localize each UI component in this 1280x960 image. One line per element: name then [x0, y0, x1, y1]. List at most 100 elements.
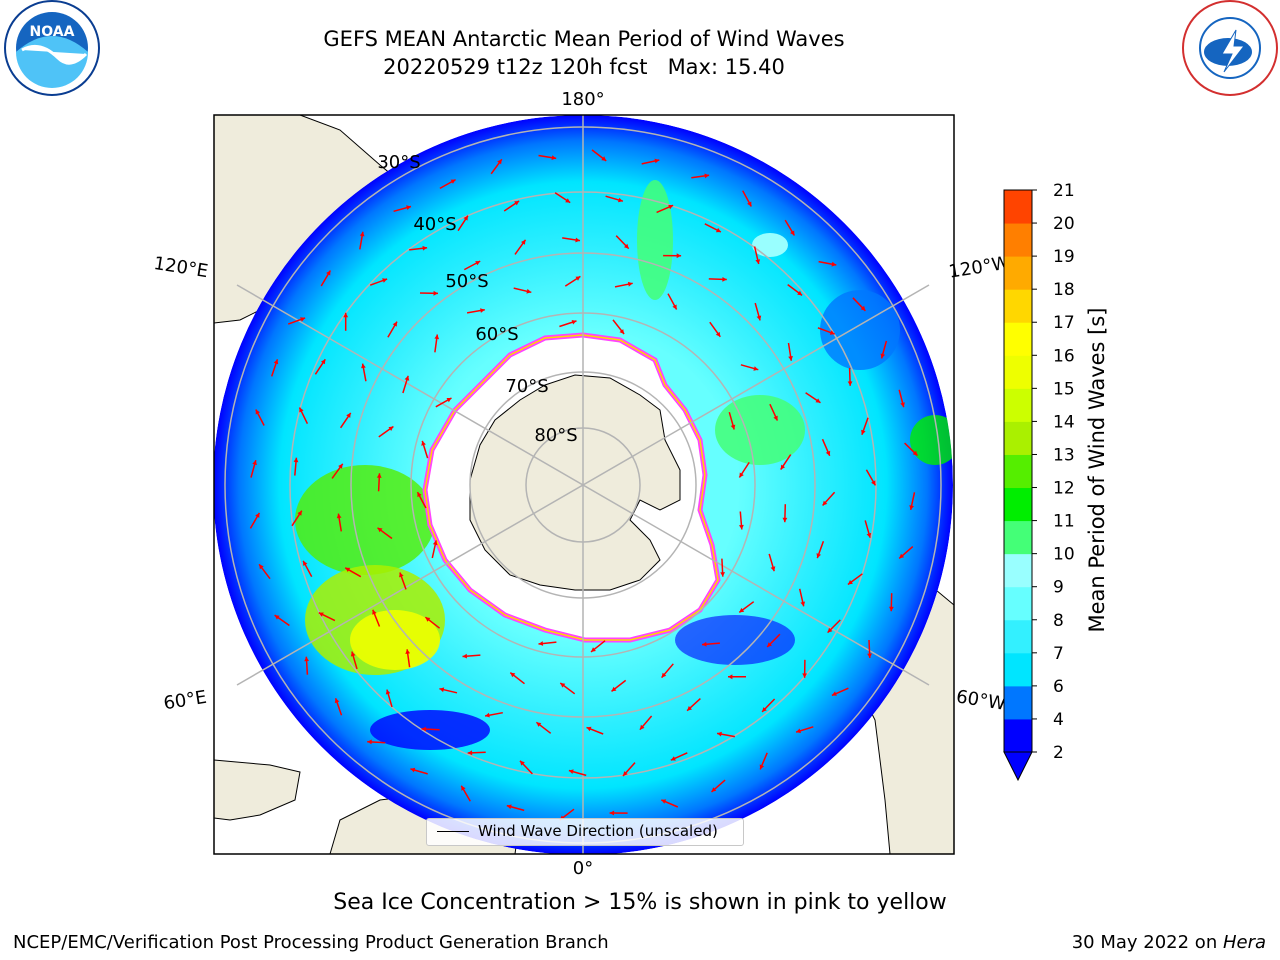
colorbar-tick-label: 14 [1053, 412, 1075, 432]
wave-direction-arrow-head [514, 201, 520, 206]
noaa-logo: NOAA [4, 0, 100, 96]
legend-label: Wind Wave Direction (unscaled) [478, 822, 718, 840]
lat-label-80s: 80°S [534, 425, 577, 446]
wave-direction-arrow-head [252, 460, 257, 466]
nws-logo [1182, 0, 1278, 96]
wave-direction-arrow-head [274, 615, 280, 620]
wave-direction-arrow-head [506, 804, 512, 810]
wave-direction-arrow-head [704, 173, 710, 179]
wave-direction-arrow-head [399, 572, 404, 578]
colorbar-tick-label: 4 [1053, 710, 1064, 730]
footer-producer: NCEP/EMC/Verification Post Processing Pr… [13, 932, 609, 953]
map-frame [213, 114, 955, 855]
wave-direction-arrow-head [575, 237, 580, 243]
wave-direction-arrow-head [425, 617, 431, 622]
wave-direction-arrow-head [796, 728, 801, 734]
wave-direction-arrow-head [343, 312, 349, 318]
wave-direction-arrow-head [433, 290, 438, 296]
wave-direction-arrow-head [822, 500, 828, 506]
colorbar-tick-label: 17 [1053, 313, 1075, 333]
wave-direction-arrow-head [627, 281, 633, 287]
wave-direction-arrow-head [611, 686, 617, 692]
colorbar-tick-label: 11 [1053, 512, 1075, 532]
wave-direction-arrow-head [815, 398, 821, 403]
wave-direction-arrow-head [338, 463, 343, 469]
wave-direction-arrow-head [762, 707, 767, 712]
wave-direction-arrow-head [867, 653, 872, 658]
colorbar-tick-label: 9 [1053, 578, 1064, 598]
colorbar-segment [1004, 256, 1032, 290]
wave-direction-arrow-head [609, 810, 615, 816]
wave-direction-arrow-head [880, 353, 886, 359]
wave-direction-arrow-head [730, 424, 736, 430]
colorbar-tick-label: 15 [1053, 379, 1075, 399]
wave-direction-arrow-head [345, 567, 351, 572]
colorbar-tick-label: 18 [1053, 280, 1075, 300]
colorbar-tick-label: 19 [1053, 247, 1075, 267]
wave-direction-arrow-head [446, 398, 452, 403]
wave-direction-arrow-head [899, 553, 905, 559]
wave-direction-arrow-head [601, 156, 607, 161]
wave-direction-arrow-head [800, 601, 806, 607]
wave-direction-arrow-head [847, 381, 853, 386]
wave-direction-arrow-head [866, 532, 872, 538]
wave-direction-arrow-head [388, 426, 394, 431]
lat-label-40s: 40°S [413, 214, 456, 235]
colorbar-tick-label: 8 [1053, 611, 1064, 631]
wave-direction-arrow-head [346, 412, 351, 418]
wave-direction-arrow-head [336, 513, 342, 519]
wave-direction-arrow-head [831, 261, 837, 267]
colorbar-segment [1004, 289, 1032, 323]
wave-direction-arrow-head [376, 473, 382, 478]
wave-direction-arrow-head [687, 706, 692, 711]
wave-direction-arrow-head [755, 259, 761, 264]
colorbar-segment [1004, 685, 1032, 720]
colorbar-segment [1004, 619, 1032, 654]
lat-label-30s: 30°S [377, 152, 420, 173]
wave-direction-arrow-head [467, 750, 473, 756]
colorbar-segment [1004, 487, 1032, 522]
map-legend: Wind Wave Direction (unscaled) [426, 818, 744, 846]
wave-direction-arrow-head [377, 527, 383, 533]
colorbar-under-triangle [1003, 751, 1033, 782]
wave-direction-arrow-head [586, 726, 592, 732]
svg-text:NOAA: NOAA [30, 24, 75, 40]
wave-direction-arrow-head [871, 480, 876, 486]
wave-direction-arrow-head [829, 330, 835, 335]
wave-direction-arrow-head [461, 785, 466, 791]
wave-direction-arrow-head [439, 687, 445, 693]
wave-direction-arrow-head [385, 689, 391, 695]
colorbar-segment [1004, 553, 1032, 588]
wave-direction-arrow-head [860, 305, 866, 311]
colorbar-segment [1004, 355, 1032, 389]
wave-direction-arrow-head [782, 517, 788, 523]
lon-label-lower-left: 60°E [162, 687, 208, 715]
colorbar-tick-label: 13 [1053, 445, 1075, 465]
wave-direction-arrow-head [303, 560, 308, 566]
wave-direction-arrow-head [410, 767, 416, 773]
wave-direction-arrow-head [591, 647, 596, 652]
wave-direction-arrow-head [526, 288, 532, 294]
wave-direction-arrow-head [715, 227, 721, 233]
colorbar-ticks: 2 4 6 7 8 9 10 11 12 13 14 15 16 17 18 19 20 21 [1032, 181, 1075, 763]
wave-direction-arrow-head [759, 764, 765, 770]
wave-direction-arrow-head [304, 656, 309, 662]
wave-direction-arrow-head [406, 205, 411, 210]
wave-direction-arrow-head [463, 215, 468, 221]
wave-direction-arrow-head [827, 627, 833, 633]
wave-direction-arrow-head [565, 198, 571, 203]
wave-direction-arrow-head [802, 673, 807, 678]
colorbar-tick-label: 10 [1053, 545, 1075, 565]
colorbar-segment [1004, 388, 1032, 422]
wave-direction-arrow-head [788, 356, 793, 361]
wave-direction-arrow-head [668, 204, 674, 210]
wave-direction-arrow-head [711, 787, 717, 792]
wave-direction-arrow-head [255, 512, 260, 518]
colorbar-tick-label: 21 [1053, 181, 1075, 201]
colorbar-label: Mean Period of Wind Waves [s] [1085, 307, 1109, 633]
wave-direction-arrow-head [728, 674, 733, 680]
colorbar-tick-label: 6 [1053, 677, 1064, 697]
wave-direction-arrow-head [912, 450, 918, 456]
wave-direction-arrow-head [619, 329, 625, 334]
wave-direction-arrow-head [661, 672, 667, 678]
